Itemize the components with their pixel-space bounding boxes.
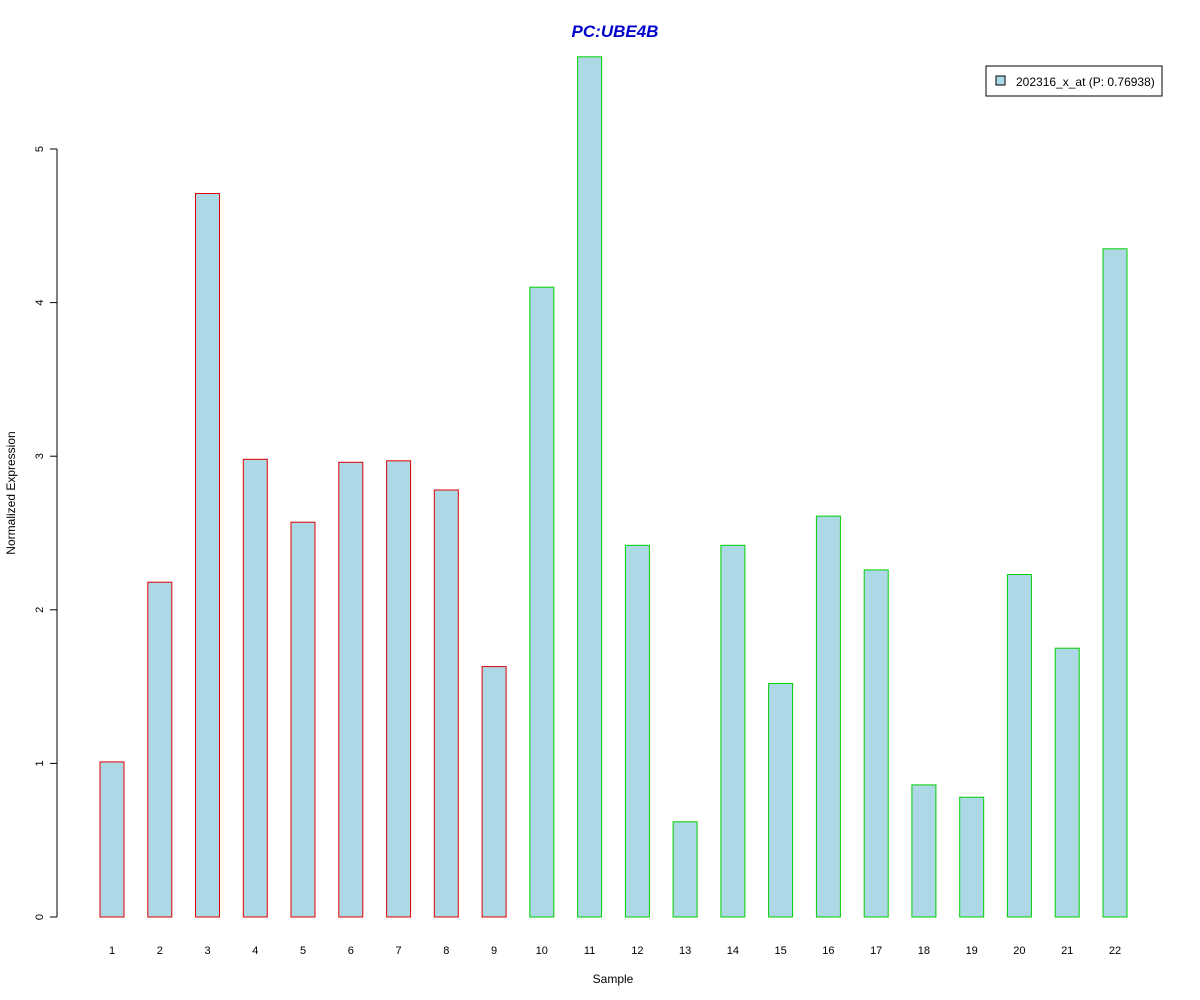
x-axis-label: Sample — [593, 972, 634, 986]
chart-title: PC:UBE4B — [572, 22, 659, 41]
bar-sample-5 — [290, 521, 316, 918]
x-tick-label: 6 — [348, 945, 354, 957]
y-axis-label: Normalized Expression — [4, 431, 18, 554]
x-tick-label: 9 — [491, 945, 497, 957]
bar-sample-4 — [242, 458, 268, 918]
x-tick-label: 2 — [157, 945, 163, 957]
legend-label: 202316_x_at (P: 0.76938) — [1016, 75, 1155, 89]
bar-sample-14 — [720, 544, 746, 918]
legend: 202316_x_at (P: 0.76938) — [985, 65, 1163, 97]
legend-box — [985, 65, 1163, 97]
x-tick-label: 14 — [727, 945, 739, 957]
bar-sample-21 — [1054, 647, 1080, 918]
x-tick-label: 18 — [918, 945, 930, 957]
y-tick-label: 4 — [34, 300, 46, 306]
bar-sample-1 — [99, 761, 125, 918]
bar-sample-19 — [959, 796, 985, 918]
bar-sample-17 — [863, 569, 889, 918]
bar-sample-22 — [1102, 248, 1128, 918]
legend-swatch — [995, 75, 1006, 86]
bar-sample-3 — [195, 193, 220, 918]
bar-sample-10 — [529, 286, 555, 918]
x-tick-label: 8 — [443, 945, 449, 957]
bar-sample-9 — [481, 666, 507, 918]
bar-sample-8 — [433, 489, 459, 918]
y-tick-label: 1 — [34, 760, 46, 766]
bars-group — [99, 56, 1128, 918]
bar-sample-16 — [815, 515, 841, 918]
bar-sample-2 — [147, 581, 173, 918]
x-tick-label: 22 — [1109, 945, 1121, 957]
x-tick-label: 20 — [1013, 945, 1025, 957]
bar-sample-20 — [1006, 574, 1032, 918]
x-tick-label: 21 — [1061, 945, 1073, 957]
bar-sample-15 — [768, 683, 794, 918]
x-tick-label: 10 — [536, 945, 548, 957]
x-tick-label: 12 — [631, 945, 643, 957]
x-tick-label: 7 — [396, 945, 402, 957]
y-tick-label: 3 — [34, 453, 46, 459]
bar-sample-11 — [577, 56, 603, 918]
x-tick-label: 1 — [109, 945, 115, 957]
x-tick-label: 17 — [870, 945, 882, 957]
bar-sample-12 — [624, 544, 650, 918]
y-tick-label: 2 — [34, 607, 46, 613]
x-tick-label: 4 — [252, 945, 258, 957]
x-tick-label: 13 — [679, 945, 691, 957]
x-tick-label: 16 — [822, 945, 834, 957]
bar-sample-18 — [911, 784, 937, 918]
x-tick-labels: 1 2 3 4 5 6 7 8 9 10 11 12 13 14 15 16 17 18 19 20 21 22 — [109, 945, 1121, 957]
x-tick-label: 3 — [204, 945, 210, 957]
bar-sample-6 — [338, 461, 364, 918]
x-tick-label: 11 — [584, 945, 595, 957]
bar-sample-7 — [386, 460, 412, 918]
bar-sample-13 — [672, 821, 698, 918]
y-tick-label: 5 — [34, 146, 46, 152]
y-tick-label: 0 — [34, 914, 46, 920]
y-axis: 0 1 2 3 4 5 — [34, 146, 58, 920]
x-tick-label: 15 — [774, 945, 786, 957]
x-tick-label: 19 — [966, 945, 978, 957]
x-tick-label: 5 — [300, 945, 306, 957]
